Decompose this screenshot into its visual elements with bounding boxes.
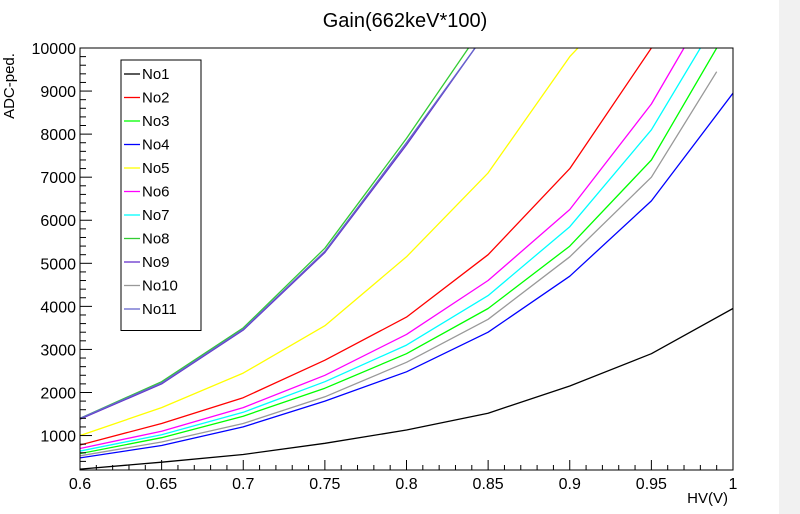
y-tick-label: 6000 (40, 213, 76, 230)
series-line-no6 (80, 48, 685, 450)
legend-label: No7 (142, 207, 170, 224)
series-line-no7 (80, 48, 701, 452)
y-tick-label: 1000 (40, 429, 76, 446)
legend-label: No2 (142, 90, 170, 107)
series-line-no2 (80, 48, 652, 446)
y-tick-label: 5000 (40, 256, 76, 273)
series-line-no9 (80, 48, 476, 420)
y-tick-label: 8000 (40, 127, 76, 144)
x-tick-label: 0.9 (559, 476, 581, 493)
x-tick-label: 0.75 (309, 476, 340, 493)
legend-label: No8 (142, 231, 170, 248)
legend-label: No9 (142, 254, 170, 271)
y-tick-label: 4000 (40, 299, 76, 316)
legend-label: No6 (142, 184, 170, 201)
y-tick-label: 9000 (40, 84, 76, 101)
legend-label: No5 (142, 160, 170, 177)
chart-title: Gain(662keV*100) (323, 10, 488, 32)
x-tick-label: 0.8 (395, 476, 417, 493)
series-line-no11 (80, 48, 476, 419)
legend-label: No3 (142, 113, 170, 130)
x-tick-label: 0.6 (69, 476, 91, 493)
x-tick-label: 0.7 (232, 476, 254, 493)
series-line-no8 (80, 48, 470, 419)
y-tick-label: 7000 (40, 170, 76, 187)
series-line-no5 (80, 48, 579, 437)
legend-label: No1 (142, 66, 170, 83)
axis-ticks: 0.6 0.65 0.7 0.75 0.8 0.85 0.9 0.95 1 1000 2000 300… (32, 41, 738, 493)
legend: No1 No2 No3 No4 No5 No6 No7 No8 No9 No10 No11 (120, 59, 202, 331)
legend-label: No4 (142, 137, 170, 154)
plot-area (80, 48, 733, 470)
x-tick-label: 1 (729, 476, 738, 493)
x-tick-label: 0.85 (473, 476, 504, 493)
series-line-no4 (80, 92, 733, 459)
legend-label: No10 (142, 278, 178, 295)
series-line-no10 (80, 71, 718, 457)
chart: Gain(662keV*100) ADC-ped. HV(V) 0.6 0.65 0… (1, 10, 738, 507)
series-line-no3 (80, 48, 718, 455)
y-tick-label: 10000 (32, 41, 77, 58)
x-tick-label: 0.95 (636, 476, 667, 493)
y-tick-label: 3000 (40, 342, 76, 359)
x-axis-label: HV(V) (687, 490, 728, 507)
legend-label: No11 (142, 301, 177, 318)
series-line-no1 (80, 307, 733, 470)
window-edge-strip (779, 0, 800, 514)
y-axis-label: ADC-ped. (1, 53, 18, 119)
x-tick-label: 0.65 (146, 476, 177, 493)
y-tick-label: 2000 (40, 385, 76, 402)
